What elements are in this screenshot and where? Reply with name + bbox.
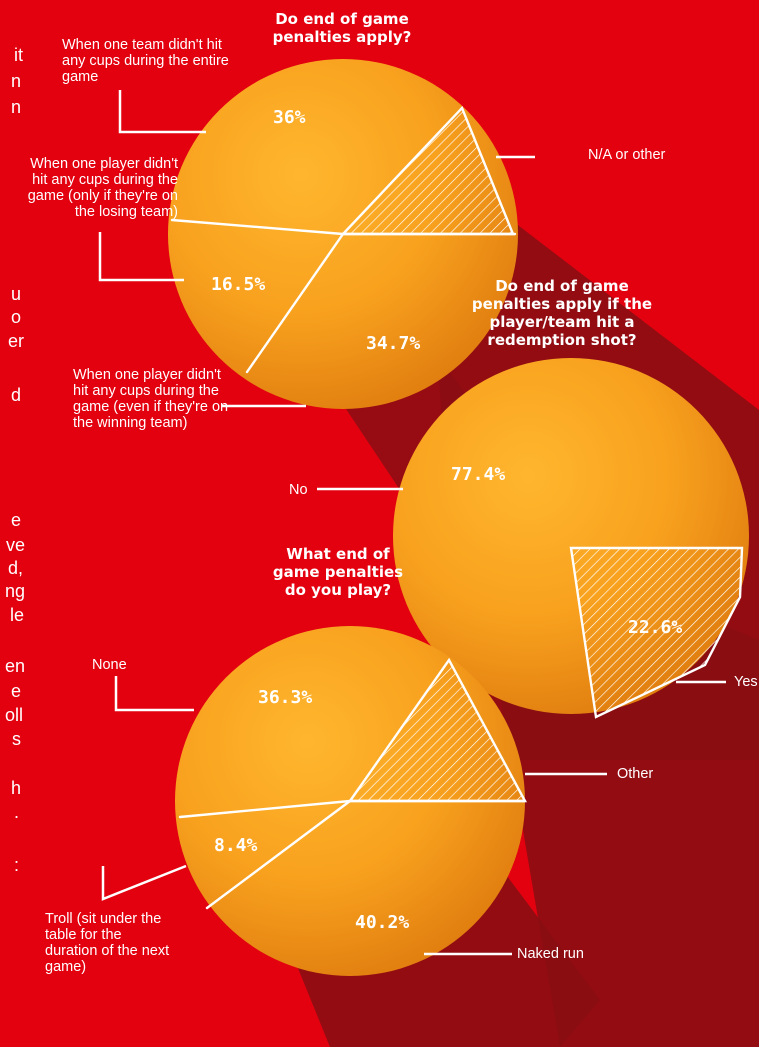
edge-fragment: n bbox=[10, 71, 21, 91]
edge-fragment: s bbox=[12, 729, 21, 749]
edge-fragment: e bbox=[10, 681, 21, 701]
edge-fragment: e bbox=[10, 510, 21, 530]
chart3-divider-b bbox=[205, 799, 352, 910]
chart2-slice-label-yes: Yes bbox=[734, 674, 758, 690]
edge-fragment: h bbox=[10, 778, 21, 798]
chart3-value-label: 36.3% bbox=[258, 687, 312, 708]
chart2-title: Do end of game penalties apply if the pl… bbox=[471, 277, 653, 349]
chart3-slice-label-none: None bbox=[92, 657, 127, 673]
edge-fragment: u bbox=[10, 284, 21, 304]
chart1-slice-label-player-winning: When one player didn't hit any cups duri… bbox=[73, 367, 229, 431]
edge-fragment: en bbox=[4, 656, 25, 676]
chart1-slice-label-team-no-cups: When one team didn't hit any cups during… bbox=[62, 37, 229, 85]
chart2-value-label: 22.6% bbox=[628, 617, 682, 638]
chart3-divider-a bbox=[178, 799, 352, 819]
chart1-title: Do end of game penalties apply? bbox=[272, 10, 412, 46]
leader-chart1-slice1 bbox=[98, 232, 184, 282]
edge-fragment: n bbox=[10, 97, 21, 117]
chart2-value-label: 77.4% bbox=[451, 464, 505, 485]
chart3-title: What end of game penalties do you play? bbox=[272, 545, 404, 599]
edge-fragment: : bbox=[13, 855, 19, 875]
chart1-slice-label-player-losing: When one player didn't hit any cups duri… bbox=[27, 156, 178, 220]
edge-fragment: . bbox=[13, 802, 19, 822]
chart3-slice-label-naked-run: Naked run bbox=[517, 946, 584, 962]
chart1-slices bbox=[170, 105, 517, 374]
chart3-slice-label-other: Other bbox=[617, 766, 654, 782]
leader-lines bbox=[98, 90, 726, 956]
edge-fragment: er bbox=[7, 331, 24, 351]
chart3-value-label: 8.4% bbox=[214, 835, 258, 856]
chart1-value-label: 36% bbox=[273, 107, 306, 128]
edge-fragment: d bbox=[10, 385, 21, 405]
chart1-divider-a bbox=[170, 218, 345, 236]
chart3-slice-label-troll: Troll (sit under the table for the durat… bbox=[45, 911, 170, 975]
chart2-yes-slice bbox=[569, 546, 744, 719]
edge-fragment: d, bbox=[7, 558, 23, 578]
leader-chart1-slice0 bbox=[118, 90, 206, 134]
edge-fragment: ng bbox=[4, 581, 25, 601]
chart3-slices bbox=[178, 657, 528, 910]
edge-fragment: o bbox=[10, 307, 21, 327]
leader-chart3-slice0 bbox=[114, 676, 194, 712]
chart1-slice-label-na-other: N/A or other bbox=[588, 147, 666, 163]
chart3-value-label: 40.2% bbox=[355, 912, 409, 933]
chart1-value-label: 34.7% bbox=[366, 333, 420, 354]
chart1-value-label: 16.5% bbox=[211, 274, 265, 295]
edge-fragment: it bbox=[14, 45, 23, 65]
chart2-slice-label-no: No bbox=[289, 482, 308, 498]
edge-fragment: oll bbox=[4, 705, 23, 725]
edge-fragment: le bbox=[9, 605, 24, 625]
chart1-divider-b bbox=[245, 232, 345, 374]
leader-chart3-slice1 bbox=[101, 864, 187, 901]
edge-fragment: ve bbox=[5, 535, 25, 555]
chart2-slices bbox=[569, 546, 744, 719]
